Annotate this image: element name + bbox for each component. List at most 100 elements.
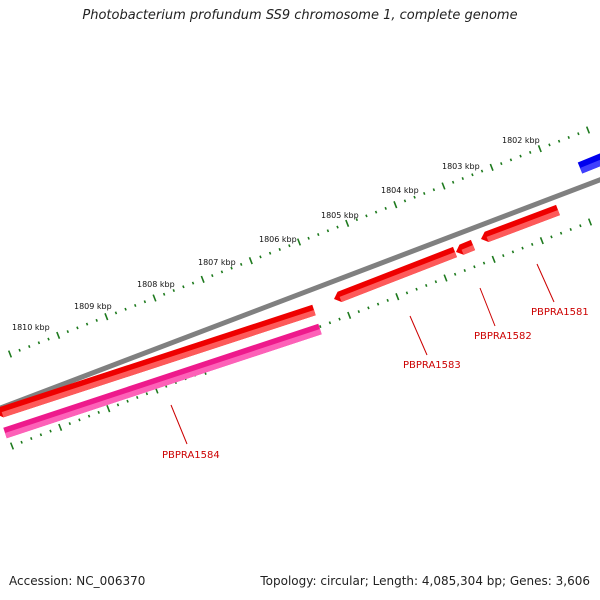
outer-tick — [95, 318, 98, 322]
gene-label[interactable]: PBPRA1584 — [162, 450, 220, 461]
inner-tick — [550, 235, 553, 239]
outer-tick — [85, 322, 89, 326]
inner-tick — [491, 255, 496, 263]
outer-tick — [355, 218, 359, 222]
outer-tick — [480, 169, 484, 173]
kbp-label: 1804 kbp — [381, 186, 419, 195]
outer-tick — [66, 330, 70, 334]
outer-tick — [567, 135, 570, 139]
outer-tick — [577, 132, 580, 136]
outer-tick — [134, 303, 137, 307]
outer-tick — [37, 341, 41, 345]
gene-bar-pbpra1584-shade — [5, 329, 322, 439]
outer-tick — [220, 270, 224, 274]
outer-tick — [423, 191, 426, 195]
kbp-label: 1806 kbp — [259, 235, 297, 244]
outer-tick — [259, 255, 262, 259]
gene-bar-blue-shade — [580, 159, 600, 174]
outer-tick — [162, 292, 166, 296]
outer-tick — [326, 229, 330, 233]
inner-tick — [521, 246, 524, 250]
outer-tick — [296, 238, 302, 246]
outer-tick-track — [7, 126, 591, 358]
inner-tick — [39, 433, 43, 437]
inner-tick — [328, 321, 332, 325]
inner-tick — [145, 392, 149, 396]
kbp-label: 1808 kbp — [137, 280, 175, 289]
genome-summary-text: Topology: circular; Length: 4,085,304 bp… — [260, 574, 590, 588]
outer-tick — [28, 345, 31, 349]
gene-track — [0, 153, 600, 439]
kbp-label: 1802 kbp — [502, 136, 540, 145]
outer-tick — [432, 188, 436, 192]
kbp-label: 1803 kbp — [442, 162, 480, 171]
outer-tick — [451, 180, 455, 184]
outer-tick — [548, 143, 551, 147]
kbp-label: 1805 kbp — [321, 211, 359, 220]
outer-tick — [585, 126, 591, 134]
gene-bar-pbpra1582-shade — [461, 245, 476, 255]
outer-tick — [143, 300, 147, 304]
gene-label[interactable]: PBPRA1583 — [403, 360, 461, 371]
inner-tick — [30, 437, 33, 441]
inner-tick — [405, 291, 409, 295]
gene-leader-line — [536, 263, 555, 303]
inner-tick — [367, 306, 370, 310]
outer-tick — [248, 257, 253, 265]
outer-tick — [239, 262, 243, 266]
inner-tick — [20, 440, 23, 444]
kbp-label: 1807 kbp — [198, 258, 236, 267]
gene-leader-line — [409, 315, 428, 356]
inner-tick — [425, 283, 428, 287]
inner-tick — [473, 265, 476, 269]
outer-tick — [345, 219, 350, 227]
gene-label[interactable]: PBPRA1582 — [474, 331, 532, 342]
inner-tick — [136, 395, 139, 399]
inner-tick — [502, 254, 505, 258]
gene-leader-line — [479, 287, 496, 327]
inner-tick — [453, 272, 457, 276]
inner-tick — [579, 224, 582, 228]
outer-tick — [230, 266, 233, 270]
outer-tick — [393, 201, 398, 209]
map-title: Photobacterium profundum SS9 chromosome … — [82, 8, 518, 23]
kbp-label: 1809 kbp — [74, 302, 112, 311]
outer-tick — [307, 236, 310, 240]
outer-tick — [7, 350, 13, 358]
inner-tick — [357, 310, 361, 314]
inner-tick — [58, 423, 63, 431]
outer-tick — [403, 199, 407, 203]
outer-tick — [278, 247, 281, 251]
outer-tick — [519, 154, 522, 158]
inner-tick — [106, 405, 111, 413]
inner-tick — [386, 298, 389, 302]
gene-bar-pbpra1584-cds-shade — [1, 310, 316, 418]
outer-tick — [471, 173, 474, 177]
inner-tick — [482, 261, 486, 265]
gene-bar-pbpra1581-shade — [486, 210, 560, 243]
outer-tick — [268, 251, 272, 255]
outer-tick — [114, 311, 118, 315]
inner-tick — [338, 317, 341, 321]
inner-tick — [97, 410, 100, 414]
inner-tick — [376, 302, 380, 306]
outer-tick — [200, 275, 205, 283]
inner-tick — [530, 242, 534, 246]
outer-tick — [172, 289, 175, 293]
outer-tick — [413, 195, 416, 199]
inner-tick — [587, 218, 593, 226]
inner-tick — [9, 442, 15, 450]
inner-tick — [395, 293, 400, 301]
gene-label[interactable]: PBPRA1581 — [531, 307, 589, 318]
accession-text: Accession: NC_006370 — [9, 574, 146, 588]
inner-tick — [319, 325, 322, 329]
genome-backbone — [0, 177, 600, 411]
outer-tick — [104, 313, 109, 321]
inner-tick — [49, 429, 52, 433]
kbp-label-group: 1802 kbp 1803 kbp 1804 kbp 1805 kbp 1806 kbp… — [12, 136, 540, 332]
outer-tick — [528, 150, 532, 154]
outer-tick — [557, 139, 561, 143]
inner-tick — [559, 231, 563, 235]
inner-tick — [116, 403, 120, 407]
